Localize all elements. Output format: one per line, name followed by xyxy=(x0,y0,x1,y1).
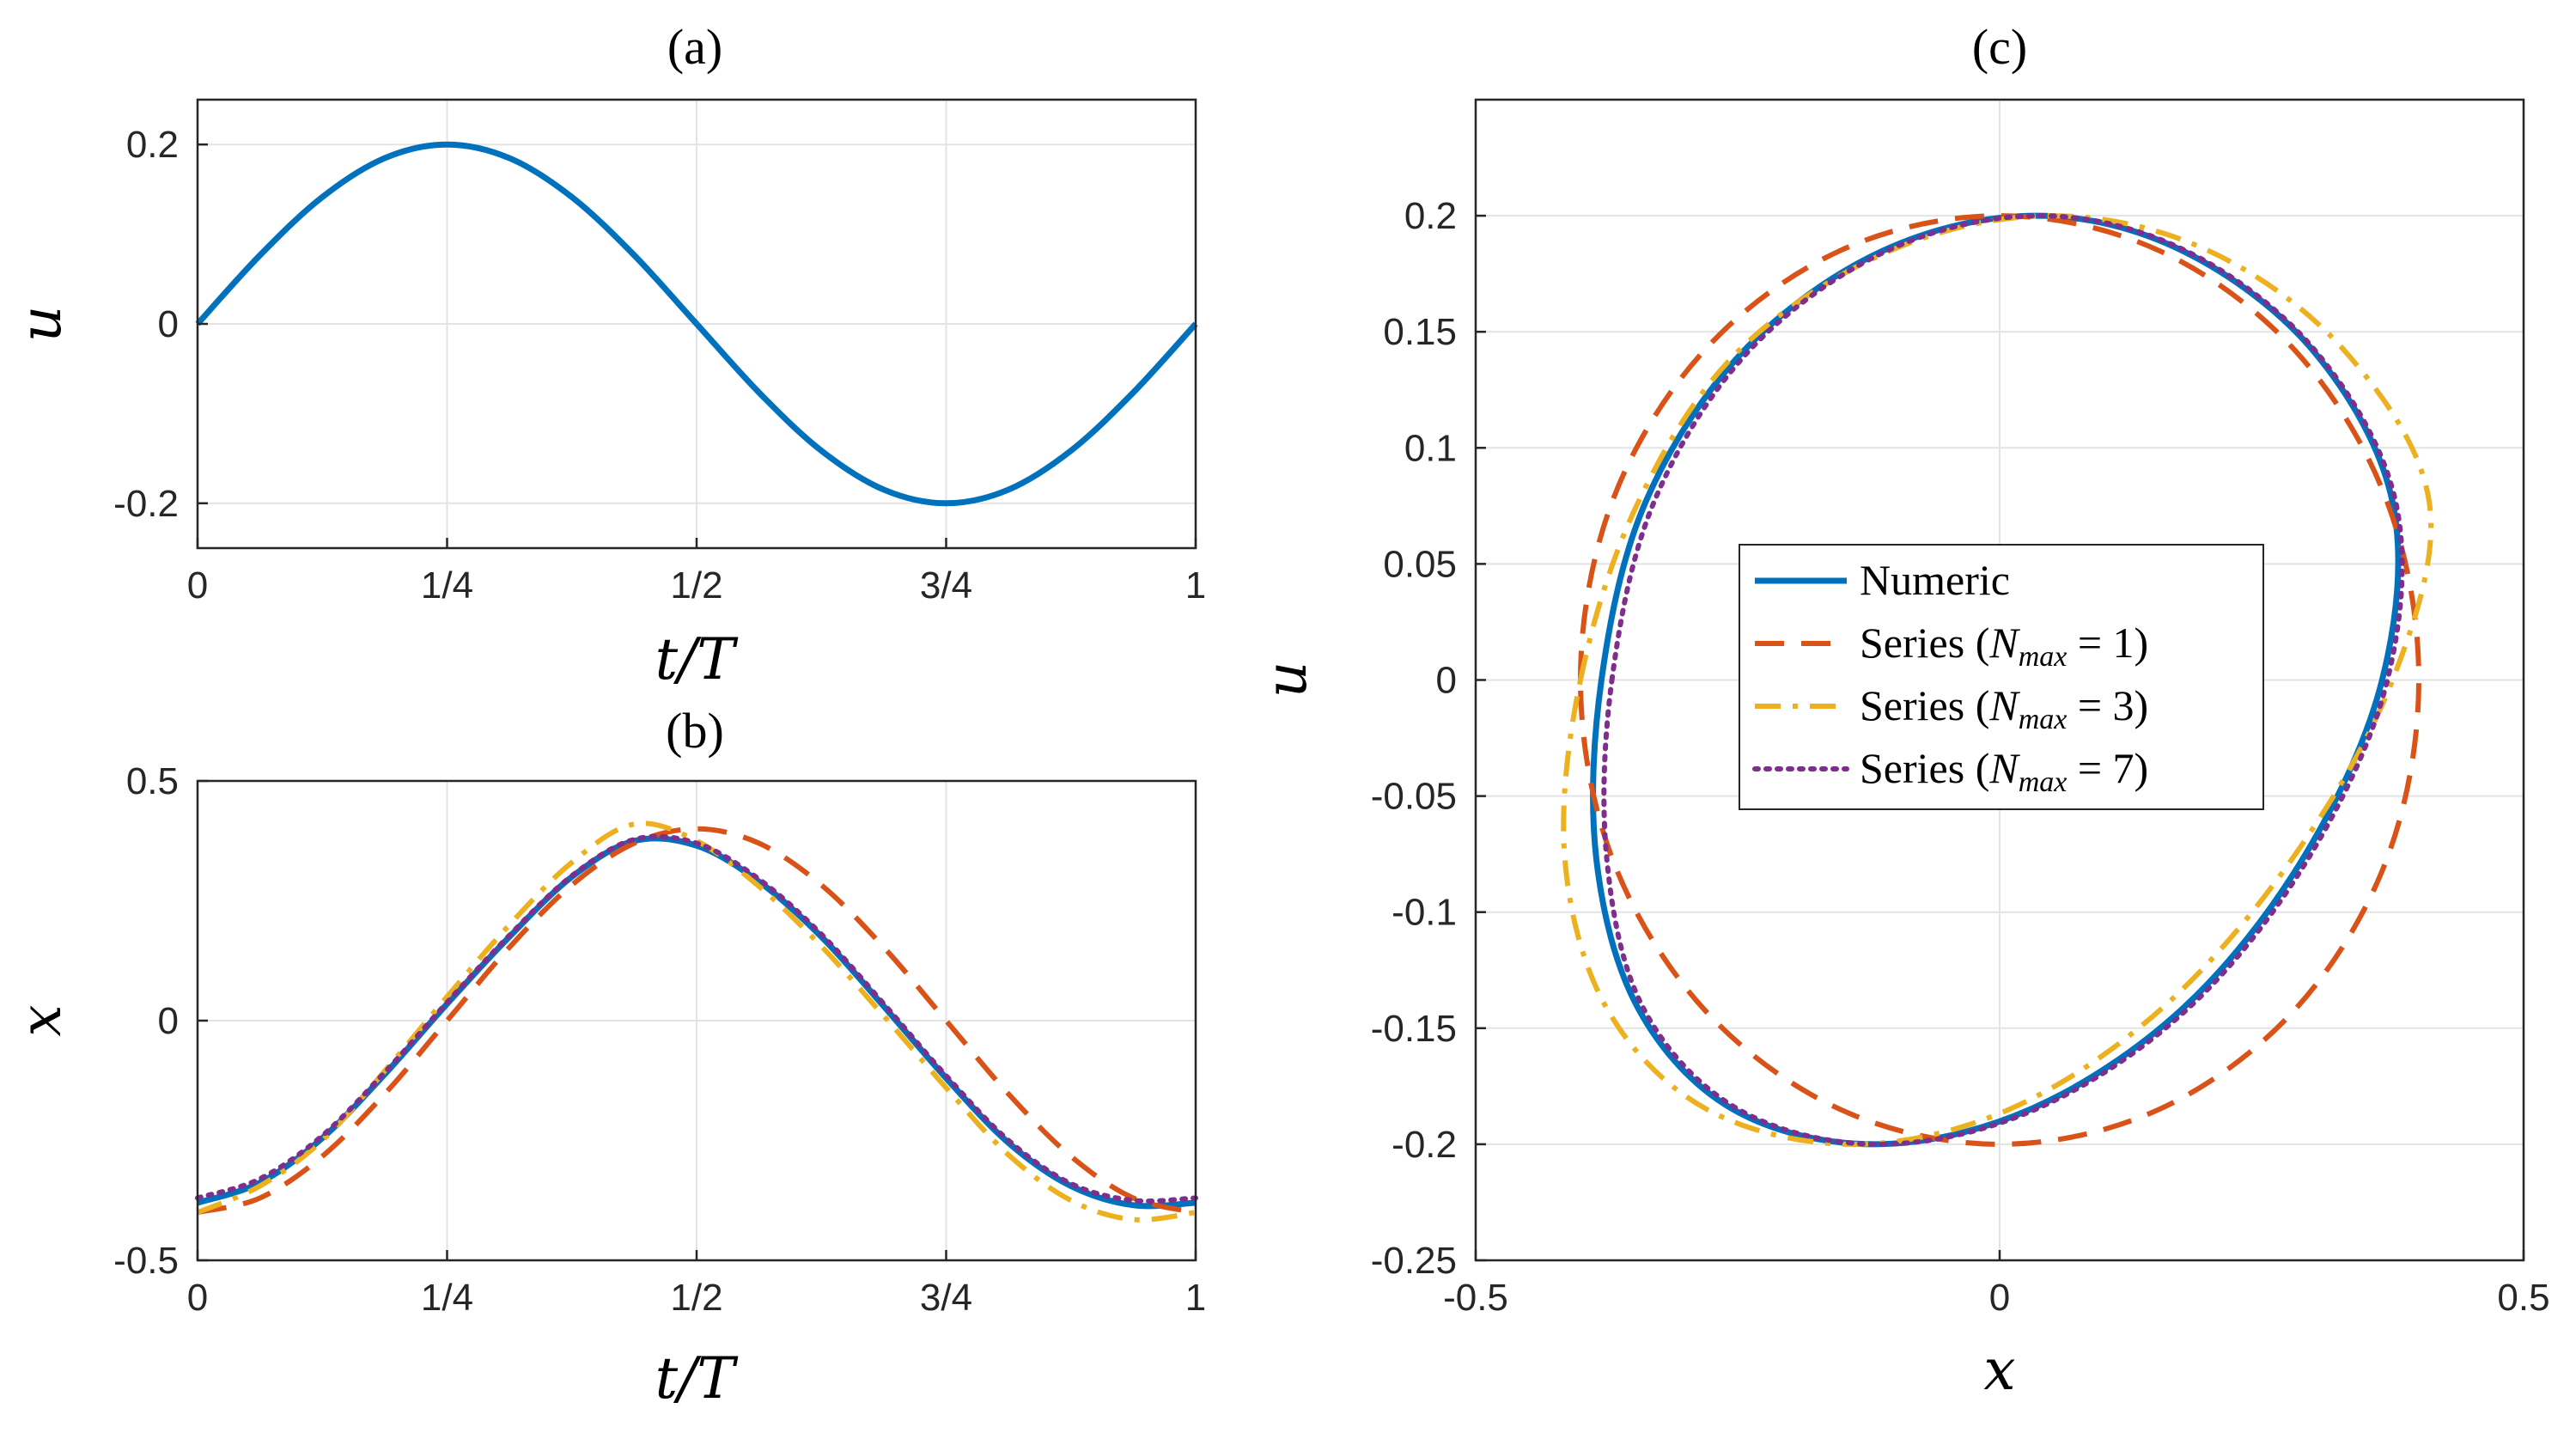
panel-b-ticks: 0 1/4 1/2 3/4 1-0.500.5 xyxy=(113,760,1206,1319)
panel-a-xlabel: t/T xyxy=(655,626,740,692)
panel-b-lines xyxy=(195,820,1198,1223)
panel-c-ytick-label: 0.1 xyxy=(1404,427,1457,469)
panel-b-ytick-label: 0 xyxy=(158,1000,179,1042)
panel-b-series-series-n-max-1 xyxy=(197,826,1197,1216)
panel-b: (b) 0 1/4 1/2 3/4 1-0.500.5 t/T x xyxy=(8,703,1206,1412)
panel-c-xtick-label: 0.5 xyxy=(2497,1277,2549,1319)
panel-c-ytick-label: 0 xyxy=(1436,660,1457,702)
legend-entry-series-1-label: Series ( xyxy=(1860,619,1989,667)
panel-c: (c) -0.5 0 0.5 -0.25 -0.2 -0.15 -0.1 -0.05 0 0.05… xyxy=(1253,19,2550,1403)
panel-b-series-series-n-max-3 xyxy=(196,820,1197,1223)
legend-entry-series-3-rest: = 3) xyxy=(2067,681,2148,729)
legend-entry-series-3: Series (Nmax = 3) xyxy=(1860,681,2148,735)
panel-b-ytick-label: 0.5 xyxy=(126,760,179,802)
panel-a: (a) 0 1/4 1/2 3/4 1-0.200.2 t/T u xyxy=(8,19,1206,692)
panel-c-ytick-label: -0.15 xyxy=(1371,1008,1457,1050)
legend-entry-series-3-sub: max xyxy=(2019,704,2067,735)
panel-c-ytick-label: 0.2 xyxy=(1404,195,1457,237)
panel-b-ytick-label: -0.5 xyxy=(113,1240,179,1282)
panel-a-ytick-label: 0 xyxy=(158,303,179,345)
panel-a-xtick-label: 1 xyxy=(1185,564,1206,607)
panel-a-xtick-label: 0 xyxy=(187,564,208,607)
legend-entry-series-3-math: N xyxy=(1988,681,2020,729)
panel-a-xtick-label: 1/2 xyxy=(670,564,722,607)
legend-samples xyxy=(1752,577,1849,771)
panel-b-title: (b) xyxy=(666,703,724,759)
panel-a-xtick-label: 3/4 xyxy=(920,564,972,607)
panel-c-xtick-label: -0.5 xyxy=(1443,1277,1508,1319)
legend-entry-series-1-rest: = 1) xyxy=(2067,619,2148,667)
panel-c-series-series-n-max-1 xyxy=(1578,213,2421,1147)
legend-entry-numeric: Numeric xyxy=(1860,556,2010,604)
panel-a-xtick-label: 1/4 xyxy=(421,564,473,607)
legend: Numeric Series (Nmax = 1) Series (Nmax =… xyxy=(1739,544,2264,810)
panel-b-xtick-label: 1 xyxy=(1185,1277,1206,1319)
panel-c-title: (c) xyxy=(1972,19,2027,75)
legend-entry-series-7-sub: max xyxy=(2019,766,2067,798)
panel-b-xtick-label: 1/4 xyxy=(421,1277,473,1319)
panel-c-ytick-label: -0.1 xyxy=(1392,892,1457,934)
legend-entry-series-7-math: N xyxy=(1988,744,2020,792)
panel-a-title: (a) xyxy=(667,19,722,75)
panel-c-ylabel: u xyxy=(1253,662,1319,698)
panel-b-xtick-label: 1/2 xyxy=(670,1277,722,1319)
panel-b-series-series-n-max-7 xyxy=(195,833,1198,1204)
legend-entry-series-7-rest: = 7) xyxy=(2067,744,2148,792)
panel-c-xtick-label: 0 xyxy=(1989,1277,2010,1319)
panel-b-grid xyxy=(197,780,1197,1261)
panel-c-xlabel: x xyxy=(1983,1337,2015,1403)
panel-a-ylabel: u xyxy=(8,306,74,343)
panel-c-lines xyxy=(1561,212,2434,1148)
panel-b-ylabel: x xyxy=(8,1004,74,1036)
panel-c-ticks: -0.5 0 0.5 -0.25 -0.2 -0.15 -0.1 -0.05 0 0.05 0.1 0… xyxy=(1371,195,2550,1319)
panel-c-ytick-label: 0.05 xyxy=(1383,543,1457,585)
panel-c-ytick-label: 0.15 xyxy=(1383,311,1457,353)
panel-a-lines xyxy=(195,141,1198,507)
panel-a-ytick-label: -0.2 xyxy=(113,483,179,525)
legend-entry-series-3-label: Series ( xyxy=(1860,681,1989,729)
panel-c-series-series-n-max-7 xyxy=(1601,213,2405,1147)
panel-b-xlabel: t/T xyxy=(655,1345,740,1412)
panel-b-xtick-label: 0 xyxy=(187,1277,208,1319)
legend-entry-series-1-sub: max xyxy=(2019,641,2067,673)
panel-c-ytick-label: -0.2 xyxy=(1392,1124,1457,1166)
panel-a-ytick-label: 0.2 xyxy=(126,124,179,166)
panel-c-ytick-label: -0.25 xyxy=(1371,1240,1457,1282)
legend-entry-series-7-label: Series ( xyxy=(1860,744,1989,792)
panel-c-ytick-label: -0.05 xyxy=(1371,776,1457,818)
legend-entry-series-7: Series (Nmax = 7) xyxy=(1860,744,2148,798)
panel-a-series-numeric xyxy=(195,141,1198,507)
legend-entry-series-1-math: N xyxy=(1988,619,2020,667)
legend-entry-numeric-label: Numeric xyxy=(1860,556,2010,604)
legend-entry-series-1: Series (Nmax = 1) xyxy=(1860,619,2148,673)
legend-box xyxy=(1739,544,2264,810)
panel-b-xtick-label: 3/4 xyxy=(920,1277,972,1319)
panel-a-ticks: 0 1/4 1/2 3/4 1-0.200.2 xyxy=(113,124,1206,607)
